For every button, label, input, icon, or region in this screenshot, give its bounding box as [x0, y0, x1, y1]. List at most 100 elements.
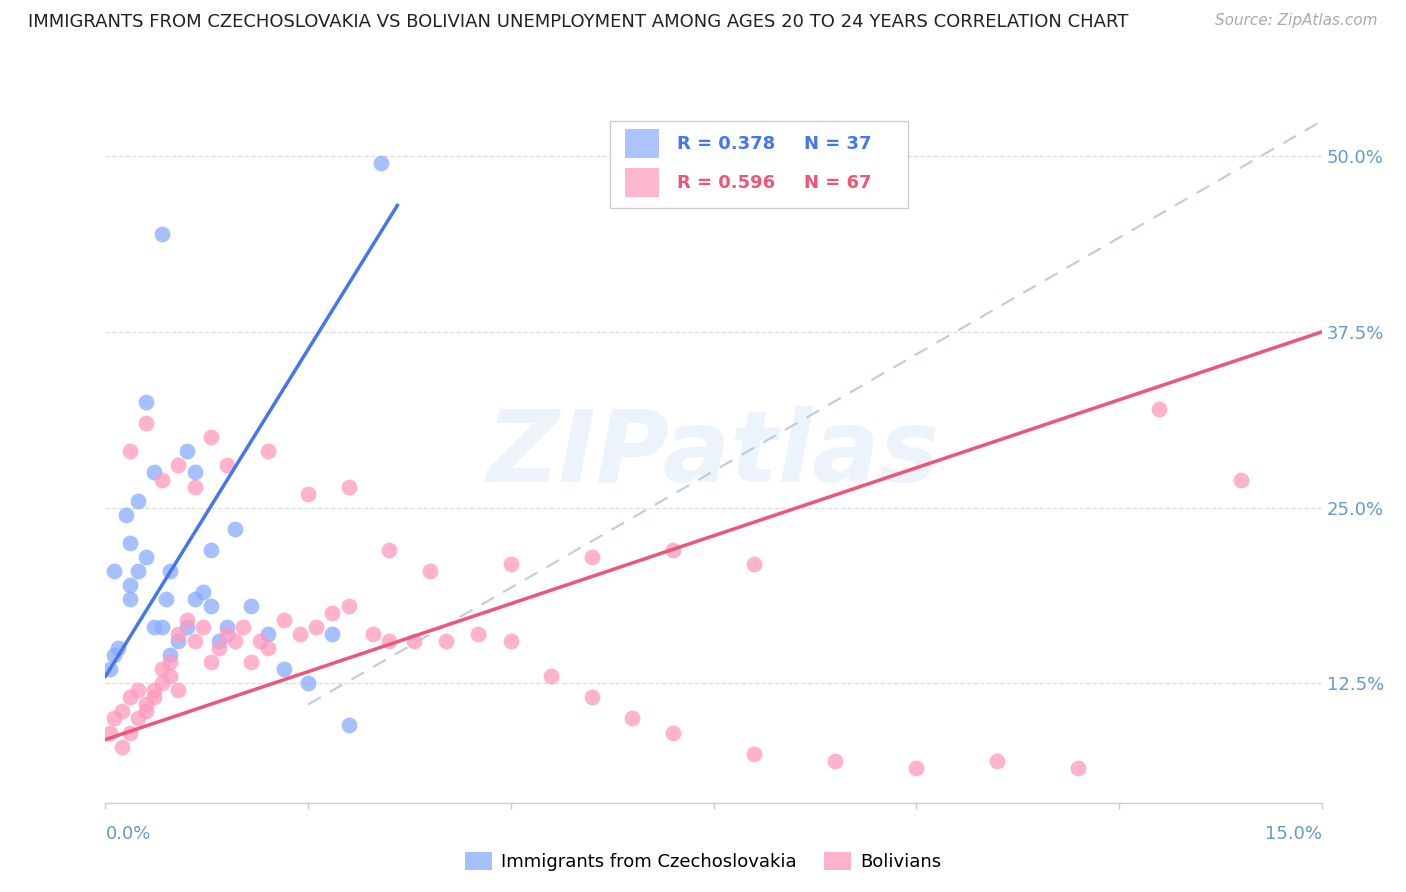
Point: [118, 444, 141, 458]
Point: [305, 620, 328, 634]
Point: [159, 669, 181, 683]
Point: [200, 655, 222, 669]
Point: [183, 634, 205, 648]
Point: [118, 578, 141, 592]
Point: [176, 613, 198, 627]
Point: [167, 683, 190, 698]
Point: [98, 725, 121, 739]
Point: [256, 444, 278, 458]
Point: [135, 698, 157, 712]
Point: [240, 599, 263, 613]
FancyBboxPatch shape: [624, 129, 659, 159]
Point: [176, 620, 198, 634]
Point: [150, 676, 173, 690]
Point: [183, 479, 205, 493]
Text: 0.0%: 0.0%: [105, 825, 150, 843]
Point: [337, 599, 360, 613]
Point: [118, 535, 141, 549]
Point: [321, 606, 343, 620]
Text: N = 67: N = 67: [804, 174, 872, 192]
Text: N = 37: N = 37: [804, 135, 872, 153]
Point: [378, 634, 401, 648]
Point: [321, 627, 343, 641]
Point: [114, 508, 136, 522]
Point: [200, 542, 222, 557]
Point: [183, 592, 205, 607]
Point: [256, 627, 278, 641]
Point: [200, 430, 222, 444]
Point: [98, 662, 121, 676]
Point: [155, 592, 177, 607]
Point: [200, 599, 222, 613]
Point: [499, 557, 522, 571]
Point: [224, 634, 246, 648]
Point: [111, 739, 134, 754]
Point: [118, 725, 141, 739]
Text: Source: ZipAtlas.com: Source: ZipAtlas.com: [1215, 13, 1378, 29]
Point: [103, 648, 125, 663]
Point: [103, 711, 125, 725]
Point: [103, 564, 125, 578]
Text: IMMIGRANTS FROM CZECHOSLOVAKIA VS BOLIVIAN UNEMPLOYMENT AMONG AGES 20 TO 24 YEAR: IMMIGRANTS FROM CZECHOSLOVAKIA VS BOLIVI…: [28, 13, 1129, 31]
Text: R = 0.378: R = 0.378: [678, 135, 775, 153]
Point: [232, 620, 254, 634]
Point: [273, 662, 295, 676]
Point: [127, 683, 149, 698]
Point: [167, 458, 190, 473]
Point: [176, 444, 198, 458]
Point: [143, 466, 166, 480]
Point: [621, 711, 644, 725]
Point: [107, 641, 129, 656]
Point: [118, 690, 141, 705]
Point: [1229, 473, 1251, 487]
Point: [217, 458, 239, 473]
Text: R = 0.596: R = 0.596: [678, 174, 775, 192]
Point: [540, 669, 562, 683]
Point: [159, 564, 181, 578]
Point: [662, 542, 685, 557]
Point: [581, 690, 603, 705]
Point: [337, 479, 360, 493]
Point: [208, 641, 231, 656]
Point: [361, 627, 384, 641]
FancyBboxPatch shape: [610, 121, 908, 208]
Point: [150, 662, 173, 676]
Point: [191, 585, 214, 599]
Point: [135, 417, 157, 431]
Point: [1067, 761, 1090, 775]
Y-axis label: Unemployment Among Ages 20 to 24 years: Unemployment Among Ages 20 to 24 years: [0, 258, 8, 652]
Point: [167, 634, 190, 648]
Point: [159, 655, 181, 669]
Point: [288, 627, 311, 641]
Point: [240, 655, 263, 669]
Point: [135, 395, 157, 409]
Point: [208, 634, 231, 648]
Point: [297, 676, 319, 690]
Point: [143, 690, 166, 705]
Point: [167, 627, 190, 641]
Point: [143, 683, 166, 698]
Point: [256, 641, 278, 656]
Point: [581, 549, 603, 564]
Point: [150, 620, 173, 634]
FancyBboxPatch shape: [624, 169, 659, 197]
Point: [135, 549, 157, 564]
Point: [1149, 402, 1171, 417]
Point: [499, 634, 522, 648]
Point: [143, 620, 166, 634]
Point: [127, 564, 149, 578]
Point: [159, 648, 181, 663]
Point: [378, 542, 401, 557]
Text: 15.0%: 15.0%: [1264, 825, 1322, 843]
Point: [905, 761, 928, 775]
Point: [402, 634, 425, 648]
Point: [217, 627, 239, 641]
Point: [111, 705, 134, 719]
Point: [127, 493, 149, 508]
Point: [118, 592, 141, 607]
Point: [127, 711, 149, 725]
Legend: Immigrants from Czechoslovakia, Bolivians: Immigrants from Czechoslovakia, Bolivian…: [458, 845, 948, 879]
Point: [742, 747, 765, 761]
Point: [183, 466, 205, 480]
Point: [135, 705, 157, 719]
